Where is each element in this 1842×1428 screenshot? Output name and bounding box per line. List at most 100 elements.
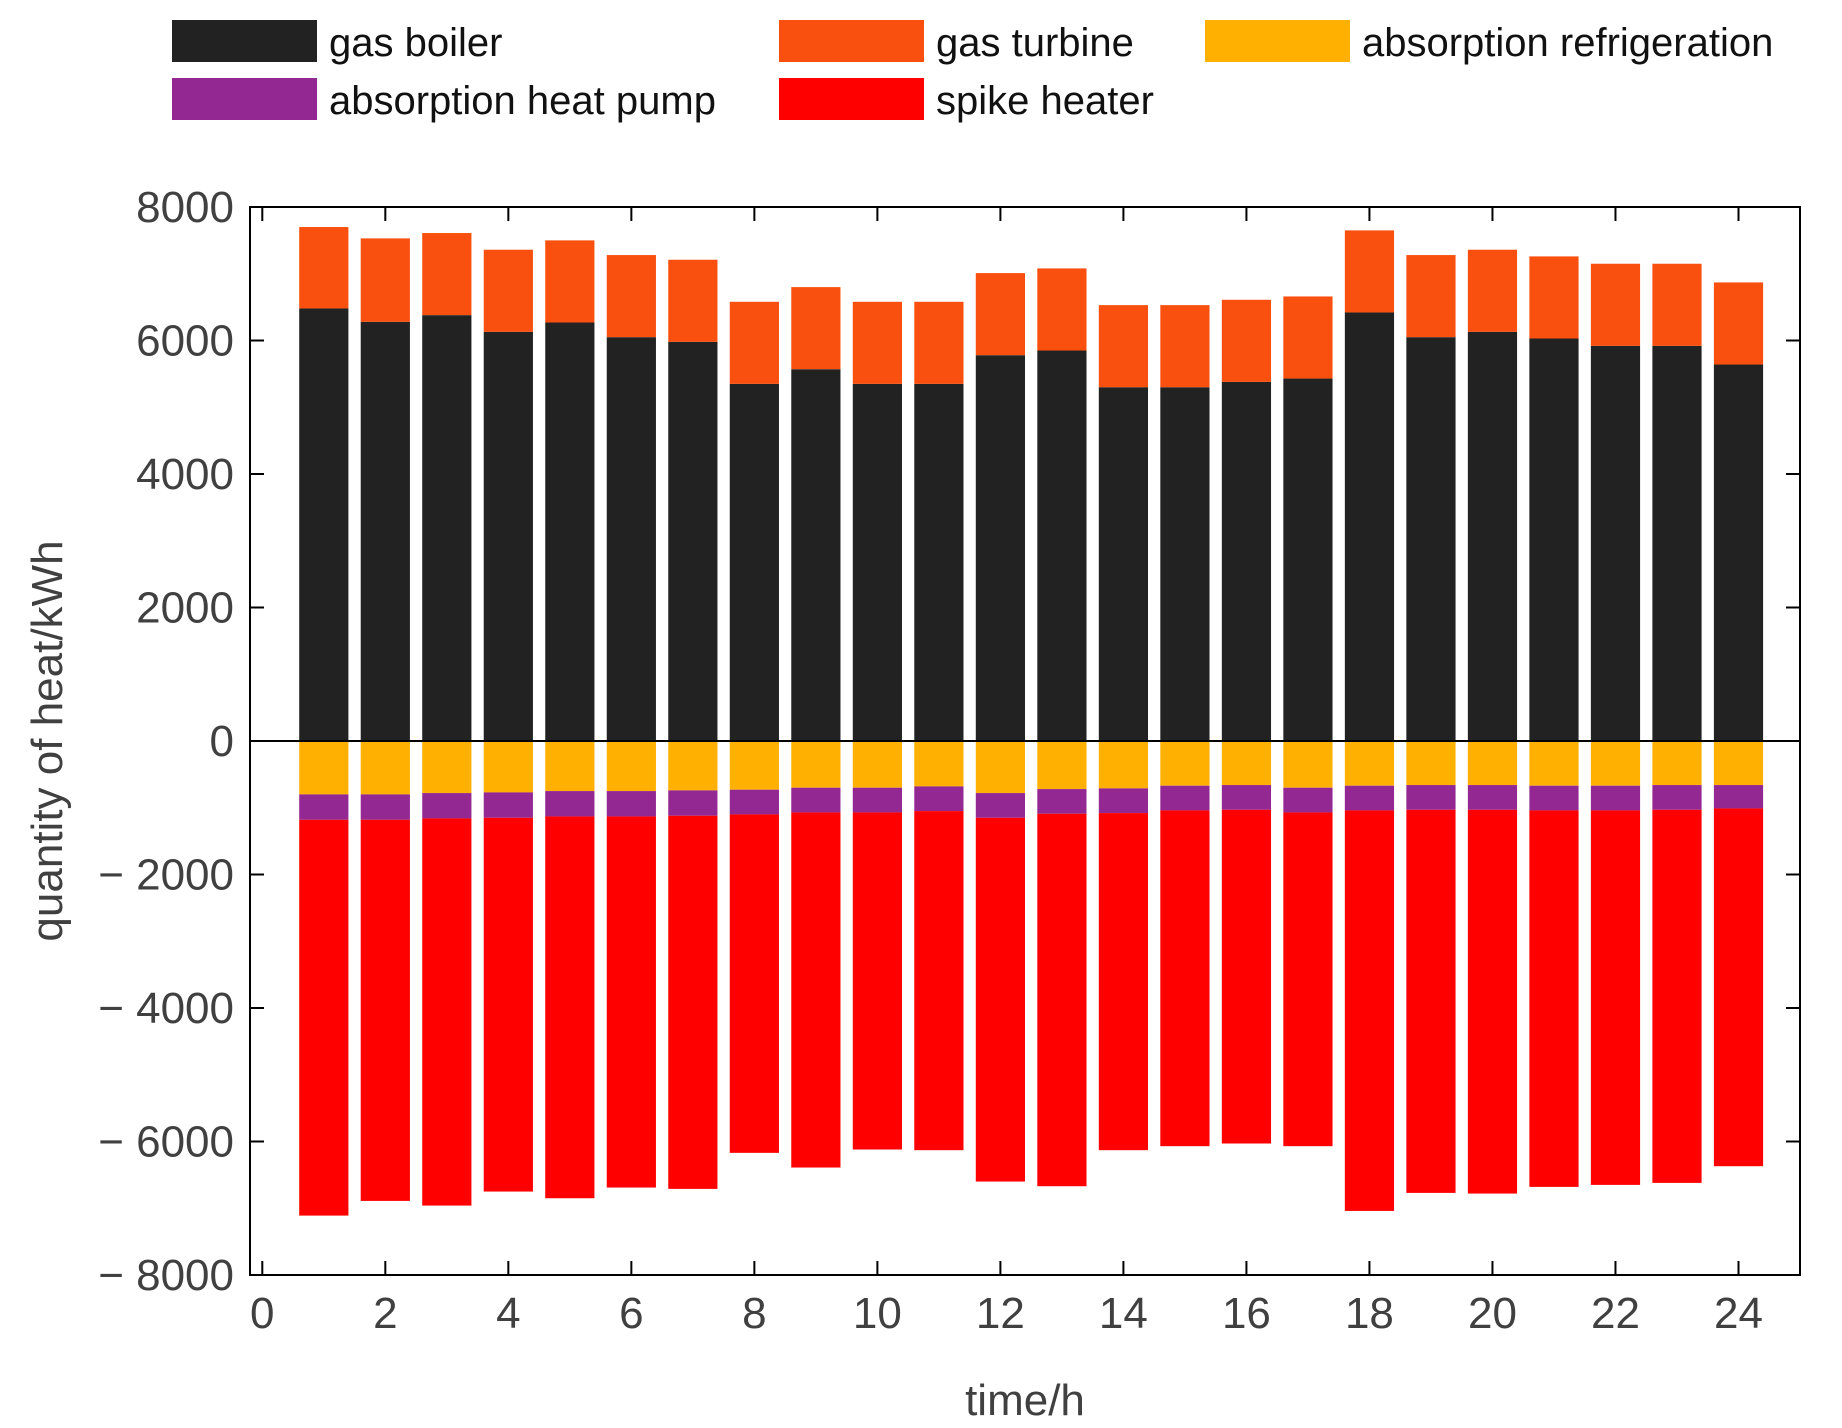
bar-absorption-refrigeration-t24: [1713, 741, 1764, 786]
bar-absorption-refrigeration-t3: [422, 741, 472, 794]
bar-absorption-refrigeration-t13: [1037, 741, 1087, 790]
bar-spike-heater-t2: [360, 819, 410, 1201]
bar-gas-turbine-t21: [1529, 256, 1579, 339]
legend: gas boiler gas turbine absorption refriger…: [172, 20, 1773, 123]
bar-absorption-refrigeration-t2: [360, 741, 410, 795]
bar-absorption-heat-pump-t23: [1652, 785, 1702, 810]
legend-label: gas boiler: [329, 21, 502, 65]
bar-gas-turbine-t9: [791, 287, 841, 370]
bar-spike-heater-t23: [1652, 809, 1702, 1183]
bar-spike-heater-t18: [1344, 810, 1395, 1211]
legend-swatch: [172, 20, 317, 62]
bar-gas-turbine-t4: [483, 249, 533, 332]
y-tick-label: − 8000: [98, 1251, 234, 1300]
bar-absorption-refrigeration-t6: [606, 741, 656, 792]
bar-absorption-heat-pump-t24: [1713, 785, 1764, 809]
bar-absorption-heat-pump-t8: [729, 789, 779, 815]
legend-label: absorption heat pump: [329, 79, 716, 123]
bar-absorption-heat-pump-t6: [606, 791, 656, 817]
bar-gas-turbine-t1: [299, 227, 349, 309]
bar-absorption-heat-pump-t17: [1283, 787, 1333, 813]
bar-gas-turbine-t6: [606, 255, 656, 338]
legend-swatch: [172, 78, 317, 120]
x-tick-label: 16: [1222, 1289, 1271, 1338]
bar-spike-heater-t3: [422, 818, 472, 1206]
x-tick-label: 10: [853, 1289, 902, 1338]
bar-gas-turbine-t18: [1344, 230, 1395, 313]
x-axis-title: time/h: [965, 1376, 1085, 1425]
bar-gas-boiler-t23: [1652, 345, 1702, 741]
bar-gas-turbine-t10: [852, 301, 902, 384]
bar-absorption-refrigeration-t23: [1652, 741, 1702, 786]
bar-gas-turbine-t11: [914, 301, 964, 384]
bar-gas-boiler-t6: [606, 337, 656, 741]
bar-spike-heater-t6: [606, 816, 656, 1188]
bar-spike-heater-t11: [914, 811, 964, 1151]
bar-gas-turbine-t15: [1160, 305, 1210, 388]
bar-absorption-heat-pump-t10: [852, 787, 902, 813]
bar-gas-boiler-t16: [1221, 381, 1272, 741]
bar-spike-heater-t10: [852, 812, 902, 1150]
bar-absorption-heat-pump-t20: [1467, 785, 1518, 810]
legend-label: absorption refrigeration: [1362, 21, 1773, 65]
bar-gas-turbine-t13: [1037, 268, 1087, 351]
y-tick-label: 0: [210, 717, 234, 766]
legend-swatch: [1205, 20, 1350, 62]
bar-gas-turbine-t17: [1283, 296, 1333, 379]
bar-spike-heater-t13: [1037, 813, 1087, 1187]
x-tick-label: 14: [1099, 1289, 1148, 1338]
legend-swatch: [779, 20, 924, 62]
bar-gas-turbine-t24: [1713, 282, 1764, 365]
y-tick-label: − 6000: [98, 1118, 234, 1167]
bar-absorption-heat-pump-t4: [483, 792, 533, 818]
bar-gas-boiler-t7: [668, 341, 718, 741]
bar-gas-turbine-t19: [1406, 255, 1456, 338]
legend-item-absorption-heat-pump: absorption heat pump: [172, 78, 716, 123]
bar-absorption-heat-pump-t14: [1098, 788, 1149, 814]
x-tick-label: 20: [1468, 1289, 1517, 1338]
x-tick-label: 22: [1591, 1289, 1640, 1338]
bar-absorption-heat-pump-t15: [1160, 785, 1210, 811]
bar-absorption-refrigeration-t1: [299, 741, 349, 795]
legend-item-absorption-refrigeration: absorption refrigeration: [1205, 20, 1773, 65]
bar-gas-boiler-t12: [975, 355, 1025, 741]
bar-absorption-refrigeration-t10: [852, 741, 902, 788]
bar-absorption-refrigeration-t11: [914, 741, 964, 787]
bar-gas-boiler-t17: [1283, 378, 1333, 741]
bar-absorption-refrigeration-t18: [1344, 741, 1395, 786]
bar-absorption-heat-pump-t5: [545, 791, 595, 817]
bar-gas-boiler-t13: [1037, 350, 1087, 741]
bar-absorption-refrigeration-t7: [668, 741, 718, 791]
y-axis: 8000 6000 4000 2000 0 − 2000 − 4000 − 6000 − 800…: [98, 183, 1800, 1300]
bar-spike-heater-t1: [299, 819, 349, 1216]
x-tick-label: 24: [1714, 1289, 1763, 1338]
bar-spike-heater-t22: [1590, 810, 1641, 1185]
bar-absorption-refrigeration-t16: [1221, 741, 1272, 786]
bar-spike-heater-t9: [791, 812, 841, 1168]
bar-gas-boiler-t20: [1467, 331, 1518, 741]
bar-spike-heater-t7: [668, 815, 718, 1189]
legend-item-gas-boiler: gas boiler: [172, 20, 502, 65]
bar-spike-heater-t12: [975, 817, 1025, 1182]
bar-spike-heater-t19: [1406, 809, 1456, 1193]
legend-label: spike heater: [936, 79, 1154, 123]
bar-absorption-refrigeration-t9: [791, 741, 841, 788]
bar-absorption-refrigeration-t20: [1467, 741, 1518, 786]
bar-absorption-heat-pump-t16: [1221, 785, 1272, 810]
bar-gas-boiler-t19: [1406, 337, 1456, 741]
x-tick-label: 12: [976, 1289, 1025, 1338]
bar-gas-turbine-t12: [975, 273, 1025, 356]
bar-absorption-refrigeration-t15: [1160, 741, 1210, 786]
bar-gas-boiler-t18: [1344, 312, 1395, 741]
bar-gas-boiler-t5: [545, 322, 595, 741]
bar-absorption-heat-pump-t21: [1529, 785, 1579, 811]
y-tick-label: 4000: [136, 450, 234, 499]
bar-absorption-refrigeration-t14: [1098, 741, 1149, 789]
bar-gas-boiler-t3: [422, 315, 472, 741]
bar-spike-heater-t16: [1221, 809, 1272, 1144]
bar-gas-boiler-t22: [1590, 345, 1641, 741]
bar-absorption-refrigeration-t22: [1590, 741, 1641, 786]
bar-gas-turbine-t5: [545, 240, 595, 323]
bar-absorption-heat-pump-t11: [914, 786, 964, 812]
